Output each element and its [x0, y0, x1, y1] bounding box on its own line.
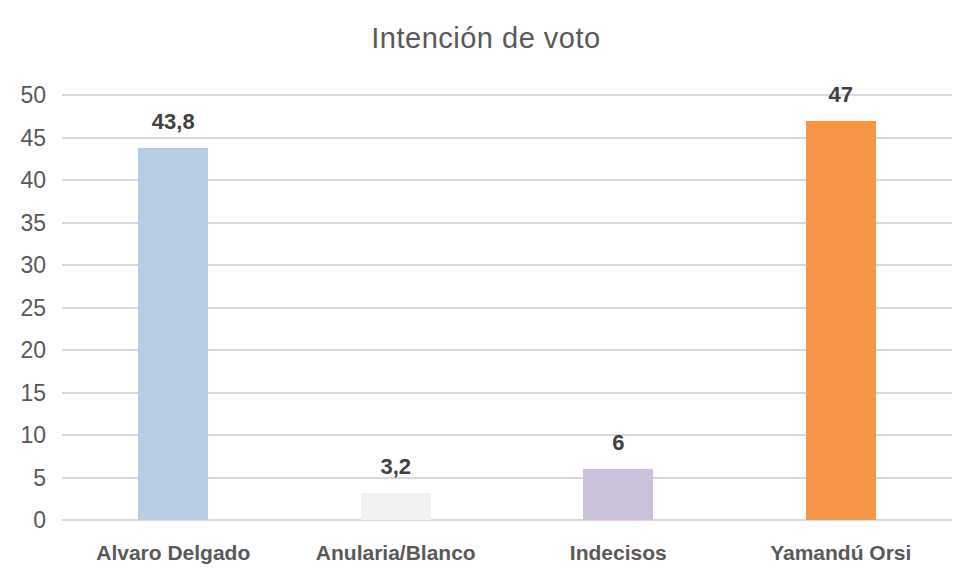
bar-indecisos: [583, 469, 653, 520]
y-axis-tick-label: 20: [0, 335, 46, 365]
y-axis-tick-label: 30: [0, 250, 46, 280]
y-axis-tick-label: 35: [0, 208, 46, 238]
bar-value-label: 43,8: [113, 109, 233, 135]
chart-title: Intención de voto: [0, 22, 972, 55]
y-axis-tick-label: 0: [0, 505, 46, 535]
x-axis-category-label: Indecisos: [508, 538, 728, 568]
y-axis-tick-label: 10: [0, 420, 46, 450]
bar-alvaro-delgado: [138, 148, 208, 520]
y-axis-tick-label: 40: [0, 165, 46, 195]
y-axis-tick-label: 45: [0, 123, 46, 153]
bar-anularia-blanco: [361, 493, 431, 520]
bar-value-label: 3,2: [336, 454, 456, 480]
y-axis-tick-label: 25: [0, 293, 46, 323]
x-axis-category-label: Yamandú Orsi: [731, 538, 951, 568]
y-axis-tick-label: 5: [0, 463, 46, 493]
x-axis-category-label: Anularia/Blanco: [286, 538, 506, 568]
y-axis-tick-label: 50: [0, 80, 46, 110]
bar-chart: Intención de voto 43,8 3,2 6 47 0 5 10 15 20 25 3…: [0, 0, 972, 576]
bar-value-label: 47: [781, 82, 901, 108]
bar-value-label: 6: [558, 430, 678, 456]
y-axis-tick-label: 15: [0, 378, 46, 408]
x-axis-category-label: Alvaro Delgado: [63, 538, 283, 568]
plot-area: 43,83,2647: [62, 95, 952, 520]
bar-yamand-orsi: [806, 121, 876, 521]
